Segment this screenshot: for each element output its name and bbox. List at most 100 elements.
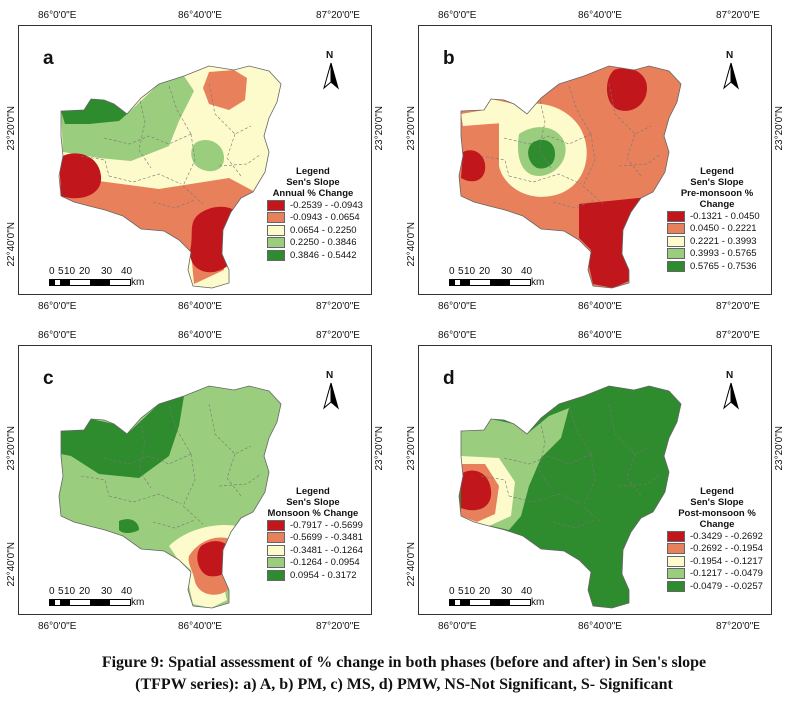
scale-tick-label: 10 xyxy=(64,586,76,597)
study-area-map xyxy=(458,65,682,289)
district-boundary xyxy=(108,493,182,505)
scale-unit: km xyxy=(131,597,145,608)
scale-tick-label: 10 xyxy=(464,266,476,277)
legend-item: 0.0450 - 0.2221 xyxy=(667,223,771,236)
legend-class-label: -0.5699 - -0.3481 xyxy=(290,532,363,544)
map-frame: b N Legend Sen's Slope Pre-monsoon % Change -… xyxy=(418,25,772,295)
scale-segment xyxy=(455,280,460,285)
scale-tick-label: 20 xyxy=(79,586,91,597)
scale-segment xyxy=(490,600,510,605)
legend-item: 0.0654 - 0.2250 xyxy=(267,224,363,237)
legend-swatch xyxy=(667,248,685,260)
scale-unit: km xyxy=(531,277,545,288)
legend-swatch xyxy=(267,224,285,236)
caption-line-1: Figure 9: Spatial assessment of % change… xyxy=(101,654,707,671)
longitude-label-top: 86°40'0"E xyxy=(178,10,222,21)
scale-tick-label: 30 xyxy=(101,266,113,277)
legend-item: -0.7917 - -0.5699 xyxy=(267,519,363,532)
legend-swatch xyxy=(267,199,285,211)
map-legend: Legend Sen's Slope Monsoon % Change -0.7917… xyxy=(263,486,363,582)
north-arrow-icon: N xyxy=(719,50,743,94)
slope-zone-2 xyxy=(61,76,194,161)
slope-zone-5 xyxy=(191,139,224,172)
figure-caption: Figure 9: Spatial assessment of % change… xyxy=(0,652,808,696)
district-boundary xyxy=(538,95,552,169)
legend-item: -0.0479 - -0.0257 xyxy=(667,580,771,593)
district-boundary xyxy=(138,415,152,489)
legend-item: -0.1954 - -0.1217 xyxy=(667,555,771,568)
latitude-label: 23°20'0"N xyxy=(774,426,785,471)
legend-class-label: 0.2250 - 0.3846 xyxy=(290,237,357,249)
legend-swatch xyxy=(267,519,285,531)
scale-segment xyxy=(490,280,510,285)
latitude-label: 22°40'0"N xyxy=(406,542,417,587)
legend-swatch xyxy=(267,249,285,261)
district-boundary xyxy=(226,133,242,177)
longitude-label-top: 87°20'0"E xyxy=(316,330,360,341)
latitude-label: 22°40'0"N xyxy=(406,222,417,267)
map-legend: Legend Sen's Slope Annual % Change -0.2539 … xyxy=(263,166,363,262)
legend-subtitle: Sen's Slope xyxy=(690,177,744,188)
north-arrow-icon: N xyxy=(319,370,343,414)
slope-zone-6 xyxy=(461,150,486,182)
latitude-label: 23°20'0"N xyxy=(774,106,785,151)
district-boundary xyxy=(508,493,582,505)
slope-zone-6 xyxy=(59,153,102,199)
legend-class-label: -0.1217 - -0.0479 xyxy=(690,568,763,580)
latitude-label: 22°40'0"N xyxy=(6,222,17,267)
scale-segment xyxy=(50,600,55,605)
scale-segment xyxy=(90,600,110,605)
district-boundary xyxy=(182,133,204,205)
scale-segment xyxy=(90,280,110,285)
slope-zone-7 xyxy=(579,196,659,288)
legend-variable: Pre-monsoon % Change xyxy=(680,188,754,210)
district-boundary xyxy=(626,453,642,497)
legend-item: -0.1264 - 0.0954 xyxy=(267,557,363,570)
legend-title: Legend xyxy=(700,486,734,497)
scale-tick-label: 0 xyxy=(49,266,55,277)
legend-title: Legend xyxy=(700,166,734,177)
legend-item: -0.1321 - 0.0450 xyxy=(667,210,771,223)
legend-subtitle: Sen's Slope xyxy=(286,497,340,508)
legend-swatch xyxy=(267,532,285,544)
latitude-label: 22°40'0"N xyxy=(6,542,17,587)
legend-item: -0.5699 - -0.3481 xyxy=(267,532,363,545)
legend-swatch xyxy=(667,260,685,272)
district-boundary xyxy=(103,453,192,465)
longitude-label-bottom: 86°0'0"E xyxy=(38,621,77,632)
district-boundary xyxy=(80,475,110,497)
legend-swatch xyxy=(267,569,285,581)
scale-tick-label: 40 xyxy=(121,266,133,277)
north-arrow-icon: N xyxy=(319,50,343,94)
slope-zone-7 xyxy=(190,206,246,273)
legend-item: -0.2539 - -0.0943 xyxy=(267,199,363,212)
legend-class-label: -0.2539 - -0.0943 xyxy=(290,199,363,211)
district-boundary xyxy=(626,133,642,177)
scale-bar: 0 5 10 20 30 40 km xyxy=(49,586,189,608)
legend-class-label: 0.3846 - 0.5442 xyxy=(290,249,357,261)
longitude-label-bottom: 86°0'0"E xyxy=(38,301,77,312)
latitude-label: 23°20'0"N xyxy=(374,426,385,471)
longitude-label-top: 86°40'0"E xyxy=(178,330,222,341)
legend-swatch xyxy=(267,557,285,569)
scale-segment xyxy=(70,600,90,605)
district-boundary xyxy=(208,403,252,455)
scale-segment xyxy=(510,600,530,605)
longitude-label-bottom: 86°40'0"E xyxy=(578,301,622,312)
slope-zone-2 xyxy=(119,519,139,533)
scale-segment xyxy=(510,280,530,285)
district-boundary xyxy=(168,85,192,135)
legend-swatch xyxy=(267,237,285,249)
district-boundary xyxy=(480,475,510,497)
study-area-map xyxy=(58,385,282,609)
scale-tick-label: 0 xyxy=(49,586,55,597)
longitude-label-bottom: 86°40'0"E xyxy=(178,301,222,312)
district-boundary xyxy=(538,415,552,489)
district-boundary xyxy=(568,405,592,455)
scale-tick-label: 0 xyxy=(449,586,455,597)
legend-swatch xyxy=(667,555,685,567)
slope-zone-5 xyxy=(606,68,647,111)
scale-segment xyxy=(470,280,490,285)
district-boundary xyxy=(226,453,242,497)
study-area-boundary xyxy=(458,65,682,289)
